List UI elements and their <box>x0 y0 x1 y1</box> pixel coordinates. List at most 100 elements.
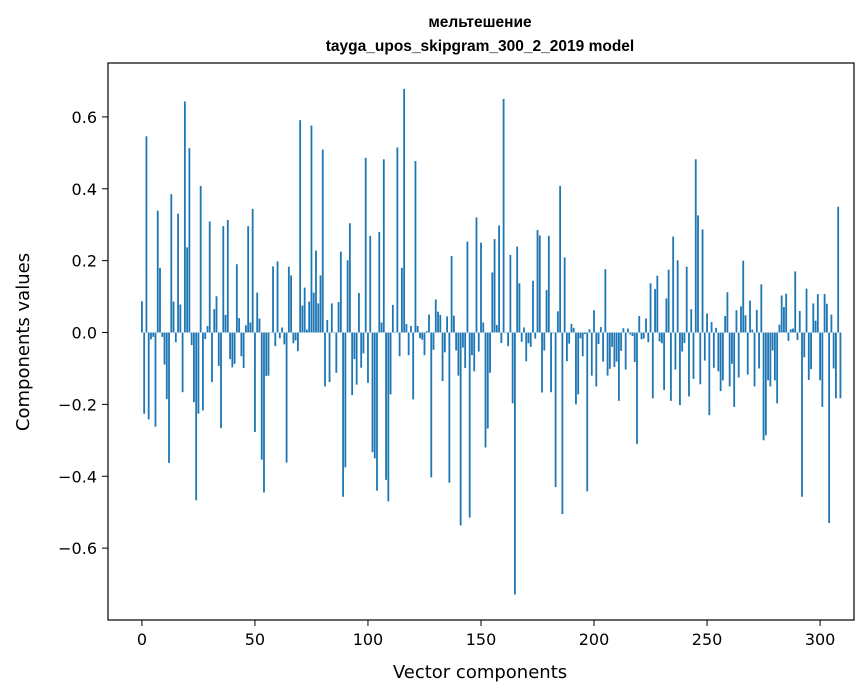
bar-component-50 <box>254 332 256 433</box>
bar-component-144 <box>466 241 469 333</box>
bar-component-204 <box>602 332 604 362</box>
bar-component-226 <box>651 332 654 399</box>
x-axis-label: Vector components <box>393 662 567 683</box>
bar-component-220 <box>638 315 641 333</box>
bar-component-32 <box>213 309 216 333</box>
bar-component-133 <box>441 332 444 382</box>
bar-component-269 <box>749 300 751 333</box>
bar-component-221 <box>640 332 643 340</box>
bar-component-100 <box>367 332 369 383</box>
bar-component-91 <box>346 260 349 333</box>
bar-component-11 <box>165 332 168 399</box>
bar-component-302 <box>823 294 826 333</box>
bar-component-203 <box>599 327 602 333</box>
y-tick-label: 0.4 <box>72 180 97 199</box>
bar-component-179 <box>545 290 548 333</box>
bar-component-284 <box>783 307 785 333</box>
bar-component-30 <box>208 221 211 333</box>
bar-component-212 <box>620 332 623 351</box>
bar-component-150 <box>480 242 482 333</box>
bar-component-188 <box>566 332 568 362</box>
bar-component-82 <box>326 319 329 333</box>
bar-component-247 <box>699 332 702 385</box>
bar-component-231 <box>663 332 666 391</box>
bar-component-255 <box>717 332 720 372</box>
bar-component-86 <box>335 332 338 373</box>
bar-component-259 <box>726 292 729 333</box>
bar-component-78 <box>317 303 320 333</box>
bar-component-26 <box>199 185 202 333</box>
bar-component-234 <box>669 332 672 401</box>
bar-component-96 <box>358 292 360 333</box>
bar-component-24 <box>195 332 198 501</box>
bar-component-158 <box>498 225 500 333</box>
bar-component-93 <box>351 332 354 396</box>
bar-component-111 <box>391 304 394 333</box>
bar-component-266 <box>742 260 745 333</box>
bar-component-71 <box>301 305 304 333</box>
bar-component-298 <box>814 320 817 333</box>
bar-component-52 <box>258 318 261 333</box>
bar-component-198 <box>588 329 591 333</box>
bar-component-18 <box>181 332 184 393</box>
bar-component-168 <box>520 332 523 342</box>
bar-component-182 <box>552 332 555 334</box>
x-tick-label: 200 <box>579 630 610 649</box>
bar-component-235 <box>672 236 675 333</box>
bar-component-159 <box>500 332 503 343</box>
bar-component-254 <box>715 327 718 333</box>
bar-component-0 <box>141 301 143 333</box>
bar-component-307 <box>835 332 837 399</box>
bar-component-305 <box>830 314 833 333</box>
bar-component-196 <box>584 332 586 334</box>
bar-component-170 <box>525 332 528 362</box>
bar-component-230 <box>660 332 663 344</box>
bar-component-225 <box>649 283 652 333</box>
bar-component-41 <box>233 332 236 364</box>
x-tick-label: 250 <box>692 630 723 649</box>
bar-component-157 <box>495 324 498 333</box>
bar-component-46 <box>244 325 247 333</box>
bar-component-84 <box>330 303 333 333</box>
bar-component-277 <box>767 332 769 381</box>
bar-component-155 <box>491 272 494 333</box>
bar-component-77 <box>315 250 317 333</box>
bar-component-47 <box>247 226 250 333</box>
bar-component-42 <box>235 264 238 333</box>
bar-component-218 <box>633 332 636 362</box>
bar-component-20 <box>186 247 189 333</box>
bar-component-65 <box>287 266 290 333</box>
bar-component-103 <box>373 332 376 459</box>
bar-component-54 <box>263 332 265 493</box>
bar-component-7 <box>156 210 159 333</box>
bar-component-4 <box>150 332 152 340</box>
bar-component-232 <box>665 298 668 333</box>
bar-component-264 <box>737 332 740 378</box>
bar-component-201 <box>595 332 598 387</box>
bar-component-263 <box>735 310 738 333</box>
bar-component-28 <box>204 332 207 339</box>
bar-component-19 <box>183 101 186 333</box>
bar-component-2 <box>145 136 148 333</box>
bar-component-99 <box>364 157 367 333</box>
bar-component-80 <box>321 149 324 333</box>
x-tick-label: 150 <box>466 630 497 649</box>
bar-component-64 <box>285 332 288 463</box>
bar-component-174 <box>534 332 537 339</box>
bar-component-216 <box>629 332 632 335</box>
bar-component-181 <box>550 332 552 393</box>
bar-component-56 <box>267 332 270 376</box>
bar-component-140 <box>457 332 460 376</box>
bar-component-127 <box>428 314 430 333</box>
bar-component-114 <box>398 332 401 357</box>
bar-component-109 <box>387 332 390 502</box>
bar-component-267 <box>744 315 747 333</box>
x-axis-ticks: 0 50 100 150 200 250 300 <box>137 620 835 649</box>
bar-component-210 <box>615 332 618 362</box>
chart-title: мельтешение tayga_upos_skipgram_300_2_20… <box>326 14 634 55</box>
bar-component-151 <box>482 322 485 333</box>
y-tick-label: −0.6 <box>58 539 97 558</box>
bar-component-246 <box>697 215 699 333</box>
bar-component-95 <box>355 332 358 385</box>
